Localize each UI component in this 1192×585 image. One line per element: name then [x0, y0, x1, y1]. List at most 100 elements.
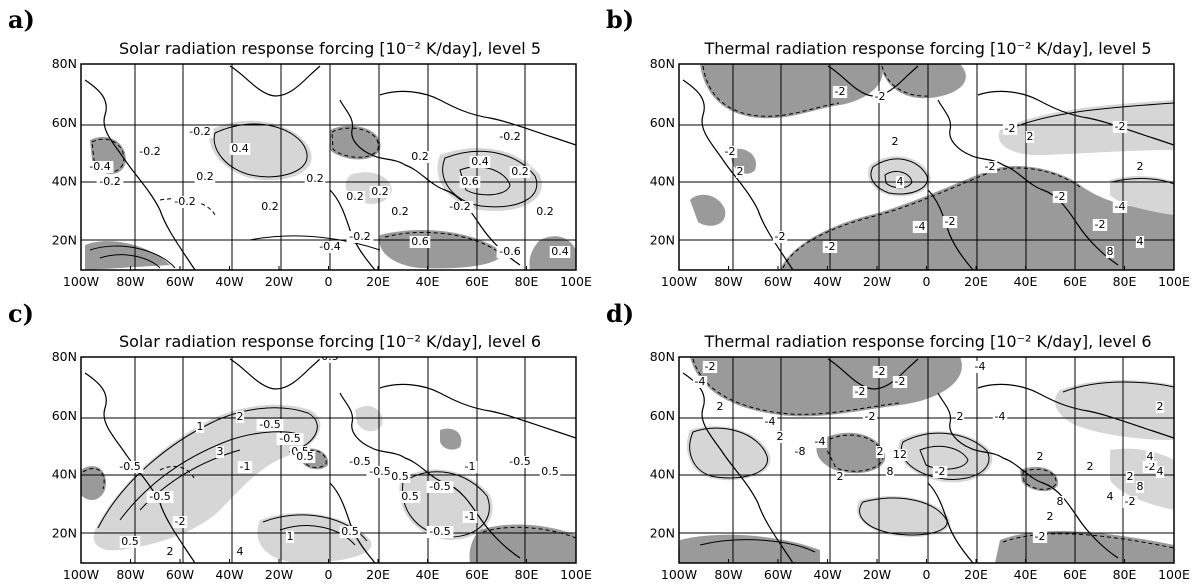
- contour-label: -2: [175, 515, 186, 528]
- grid-lines: [679, 357, 1174, 563]
- shaded-negative-regions: [81, 428, 576, 563]
- contour-label: -4: [995, 410, 1006, 423]
- contour-label-bg: [86, 161, 114, 173]
- contour-label-bg: [722, 146, 738, 158]
- lon-tick-label: 100W: [661, 274, 697, 289]
- contour-label: -0.5: [509, 455, 530, 468]
- contour-label: -2: [1115, 120, 1126, 133]
- contour-labels: -0.20.4-0.20.2-0.2-0.40.2-0.20.20.20.2 0.…: [86, 125, 571, 258]
- lon-tick-label: 60W: [166, 274, 194, 289]
- contour-label: -0.2: [139, 145, 160, 158]
- lat-tick-label: 80N: [52, 349, 77, 364]
- contour-label-bg: [136, 146, 164, 158]
- contour-label: 1: [287, 530, 294, 543]
- contour-label: -1: [465, 510, 476, 523]
- lon-tick-label: 100W: [661, 567, 697, 582]
- lon-tick-label: 80W: [714, 567, 742, 582]
- contour-label: 0.2: [261, 200, 279, 213]
- lon-tick-label: 0: [923, 274, 931, 289]
- contour-label: -2: [985, 160, 996, 173]
- contour-label-bg: [304, 173, 326, 185]
- lon-tick-label: 20W: [863, 567, 891, 582]
- contour-label: 0.2: [196, 170, 214, 183]
- contour-label: 2: [877, 445, 884, 458]
- lon-tick-label: 20E: [366, 274, 390, 289]
- lon-tick-label: 40W: [215, 274, 243, 289]
- contour-label-bg: [912, 221, 928, 233]
- lon-tick-label: 40E: [416, 567, 440, 582]
- contour-labels: 0.5-0.512-0.50.5-0.53-10.5-0.5-0.50.50.5…: [116, 350, 561, 558]
- contour-label: 2: [1087, 460, 1094, 473]
- contour-label-bg: [832, 86, 848, 98]
- contour-label-bg: [702, 361, 718, 373]
- contour-label: 0.2: [536, 205, 554, 218]
- contour-label: 2: [777, 430, 784, 443]
- lat-tick-label: 40N: [650, 174, 675, 189]
- contour-label-bg: [1052, 191, 1068, 203]
- contour-label: -4: [915, 220, 926, 233]
- contour-label: -0.5: [349, 455, 370, 468]
- contour-label: 0.5: [121, 535, 139, 548]
- contour-label-bg: [1142, 461, 1158, 473]
- contour-label: -2: [1005, 122, 1016, 135]
- contour-label-bg: [1055, 496, 1065, 508]
- contour-label-bg: [316, 241, 344, 253]
- contour-label: 0.6: [461, 175, 479, 188]
- contour-label-bg: [259, 201, 281, 213]
- contour-label: -2: [825, 240, 836, 253]
- contour-label-bg: [366, 466, 394, 478]
- lat-tick-label: 40N: [650, 467, 675, 482]
- contour-label-bg: [276, 433, 304, 445]
- contour-label-bg: [165, 546, 175, 558]
- contour-label: -4: [765, 415, 776, 428]
- panel-title: Thermal radiation response forcing [10⁻²…: [703, 332, 1151, 351]
- axis-ticks: 100W 80W 60W 40W 20W 0 20E 40E 60E 80E 100E 80N 60N 4…: [650, 349, 1190, 582]
- axis-ticks: 100W 80W 60W 40W 20W 0 20E 40E 60E 80E 100E 80N 60N 4…: [52, 349, 592, 582]
- lon-tick-label: 80E: [1113, 567, 1137, 582]
- contour-label: -0.2: [499, 130, 520, 143]
- lat-tick-label: 80N: [52, 56, 77, 71]
- contour-label-bg: [426, 526, 454, 538]
- contour-label-bg: [875, 446, 885, 458]
- contour-label-bg: [509, 166, 531, 178]
- lon-tick-label: 100E: [560, 274, 592, 289]
- contour-label-bg: [1155, 466, 1165, 478]
- contour-label-bg: [822, 241, 838, 253]
- contour-label-bg: [1155, 401, 1165, 413]
- contour-label-bg: [852, 386, 868, 398]
- contour-label: 4: [237, 545, 244, 558]
- contour-label-bg: [237, 461, 253, 473]
- contour-label: 0.2: [306, 172, 324, 185]
- lon-tick-label: 40E: [416, 274, 440, 289]
- lon-tick-label: 20W: [265, 567, 293, 582]
- contour-label: 0.5: [321, 350, 339, 363]
- contour-label-bg: [772, 231, 788, 243]
- map-area: -0.20.4-0.20.2-0.2-0.40.2-0.20.20.20.2 0.…: [81, 64, 576, 270]
- lon-tick-label: 20E: [964, 567, 988, 582]
- contour-label-bg: [1032, 531, 1048, 543]
- contour-label-bg: [346, 231, 374, 243]
- axis-ticks: 100W 80W 60W 40W 20W 0 20E 40E 60E 80E 100E 80N 60N 4…: [52, 56, 592, 289]
- contour-label-bg: [1045, 511, 1055, 523]
- contour-label: -2: [945, 215, 956, 228]
- contour-label: -2: [1125, 495, 1136, 508]
- contour-label-bg: [1145, 451, 1155, 463]
- contour-label: 4: [897, 175, 904, 188]
- contour-label-bg: [409, 151, 431, 163]
- contour-label-bg: [344, 191, 366, 203]
- contour-label-bg: [1092, 219, 1108, 231]
- contour-label-bg: [1112, 121, 1128, 133]
- lon-tick-label: 60E: [1063, 567, 1087, 582]
- lon-tick-label: 20W: [863, 274, 891, 289]
- contour-label: 4: [1157, 465, 1164, 478]
- contour-label-bg: [1122, 496, 1138, 508]
- contour-label-bg: [195, 421, 205, 433]
- contour-label: 0.5: [391, 470, 409, 483]
- panel-letter: a): [8, 5, 35, 34]
- contour-label-bg: [389, 206, 411, 218]
- contour-label-bg: [339, 526, 361, 538]
- contour-label: 0.4: [471, 155, 489, 168]
- contour-label: -2: [855, 385, 866, 398]
